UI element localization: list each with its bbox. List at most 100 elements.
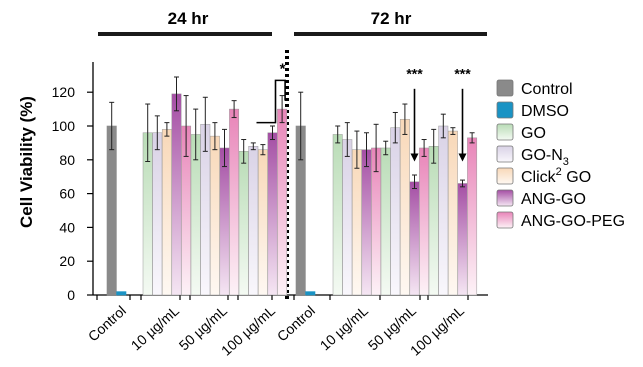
bar-ang-go-p0-g3 [267,132,278,296]
legend-swatch [496,189,514,207]
y-tick-label-100: 100 [52,118,76,134]
error-bar-go-n3-p1-g1 [344,122,350,157]
bar-ang-go-p1-g2 [409,181,420,296]
bar-ang-go-p1-g3 [457,183,468,296]
error-bar-go-p1-g1 [335,125,341,144]
bar-click2-go-p1-g3 [447,130,458,296]
error-bar-click2-go-p1-g1 [354,130,360,169]
bar-control-p0-g0 [106,125,117,296]
y-tick-label-40: 40 [59,219,75,235]
error-bar-ang-go-peg-p1-g2 [421,139,427,157]
error-bar-control-p0-g0 [109,101,115,151]
error-bar-ang-go-peg-p0-g2 [231,100,237,119]
x-tick-label-24-hr-10-g-ml: 10 µg/mL [128,302,182,353]
bar-click2-go-p0-g3 [257,149,268,296]
legend-swatch [496,145,514,163]
bar-ang-go-peg-p0-g2 [229,108,240,296]
error-bar-click2-go-p0-g3 [260,144,266,156]
significance-arrow-2: *** [454,66,471,162]
error-bar-go-p0-g1 [145,103,151,162]
legend-item-go: GO [496,123,546,142]
bar-go-p1-g2 [380,147,391,296]
y-tick-label-120: 120 [52,84,76,100]
bar-go-n3-p1-g2 [390,127,401,296]
bar-click2-go-p0-g2 [209,135,220,296]
panel-label-24-hr: 24 hr [168,9,209,28]
legend-item-go-n3: GO-N3 [496,145,569,168]
error-bar-go-n3-p0-g3 [250,142,256,151]
legend-label: Control [521,81,573,98]
bar-dmso-p1-g0 [305,291,316,296]
legend-label: GO [521,125,546,142]
error-bar-ang-go-p1-g3 [460,179,465,188]
x-tick-label-72-hr-10-g-ml: 10 µg/mL [317,302,371,353]
bar-click2-go-p0-g1 [161,129,172,296]
significance-marker: *** [454,66,471,82]
legend-item-control: Control [496,79,573,98]
bar-ang-go-peg-p1-g2 [419,147,430,296]
legend-item-ang-go: ANG-GO [496,189,586,208]
error-bar-click2-go-p1-g2 [402,103,408,135]
y-axis-label: Cell Viability (%) [17,96,36,228]
bar-click2-go-p1-g2 [399,118,410,296]
error-bar-ang-go-peg-p0-g3 [279,95,285,124]
error-bar-go-n3-p0-g2 [202,96,208,152]
legend-swatch [496,167,514,185]
error-bar-ang-go-peg-p1-g3 [469,132,475,144]
significance-marker: * [280,61,286,78]
bar-go-p1-g1 [332,134,343,296]
error-bar-click2-go-p0-g2 [212,122,218,151]
x-tick-label-72-hr-control: Control [274,302,318,344]
error-bar-go-n3-p1-g2 [392,111,398,144]
x-tick-label-72-hr-100-g-ml: 100 µg/mL [407,302,467,358]
error-bar-ang-go-p0-g3 [270,125,275,141]
error-bar-go-p1-g2 [383,140,389,156]
bars-layer [106,93,478,296]
bar-go-p1-g3 [428,146,439,296]
legend-swatch [496,79,514,97]
legend-label: Click2 GO [521,166,591,186]
error-bar-ang-go-p1-g1 [364,132,369,168]
bar-go-n3-p0-g3 [248,146,259,296]
y-tick-label-60: 60 [59,186,75,202]
legend-item-click2-go: Click2 GO [496,166,591,186]
y-tick-label-0: 0 [67,287,75,303]
legend-label: GO-N3 [521,147,569,168]
error-bar-ang-go-p0-g2 [222,128,227,168]
legend-item-dmso: DMSO [496,101,569,120]
legend-label: ANG-GO-PEG [521,213,625,230]
error-bar-ang-go-p1-g2 [412,174,417,190]
x-tick-label-24-hr-control: Control [85,302,129,344]
significance-bracket: * [256,61,286,124]
legend-swatch [496,101,514,119]
bar-go-n3-p1-g1 [342,139,353,296]
error-bars-layer [109,76,475,190]
error-bar-go-n3-p1-g3 [440,113,446,139]
error-bar-go-p0-g3 [241,139,247,164]
panel-label-72-hr: 72 hr [371,9,412,28]
error-bar-ang-go-peg-p0-g1 [183,95,189,157]
bar-ang-go-p0-g2 [219,147,230,296]
bar-ang-go-p1-g1 [361,149,372,296]
legend-swatch [496,123,514,141]
bar-go-n3-p1-g3 [438,125,449,296]
legend-item-ang-go-peg: ANG-GO-PEG [496,211,625,230]
error-bar-go-p0-g2 [193,108,199,161]
bar-go-p0-g3 [238,151,249,296]
legend-label: DMSO [521,103,569,120]
x-tick-label-24-hr-100-g-ml: 100 µg/mL [218,302,278,358]
bar-go-n3-p0-g1 [152,132,163,296]
y-tick-label-20: 20 [59,253,75,269]
y-tick-label-80: 80 [59,152,75,168]
bar-ang-go-peg-p1-g3 [467,137,478,296]
bar-dmso-p0-g0 [116,291,127,296]
bar-ang-go-peg-p0-g3 [277,108,288,296]
error-bar-control-p1-g0 [298,91,304,161]
significance-marker: *** [406,66,423,82]
error-bar-ang-go-peg-p1-g1 [373,123,379,173]
error-bar-click2-go-p1-g3 [450,127,456,135]
error-bar-click2-go-p0-g1 [164,122,170,137]
error-bar-go-p1-g3 [431,128,437,164]
